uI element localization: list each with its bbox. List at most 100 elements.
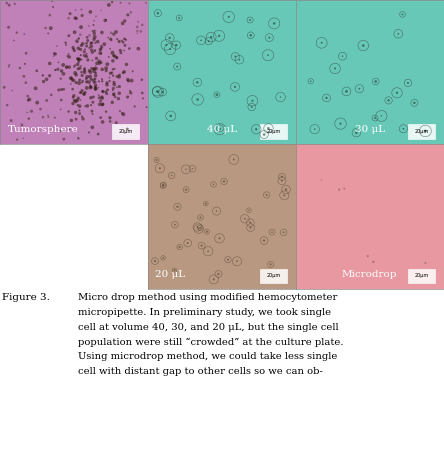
Point xyxy=(174,63,181,70)
Point xyxy=(43,97,50,104)
Point xyxy=(122,36,129,43)
Point xyxy=(126,0,133,7)
Point xyxy=(139,21,146,29)
Point xyxy=(49,3,56,11)
Point xyxy=(87,101,95,109)
Point xyxy=(116,71,123,79)
Point xyxy=(103,90,110,97)
Point xyxy=(76,103,83,110)
Point xyxy=(33,67,40,74)
Point xyxy=(265,125,272,132)
Point xyxy=(119,69,127,76)
Point xyxy=(95,91,103,99)
Point xyxy=(81,48,88,55)
Point xyxy=(77,96,84,103)
Point xyxy=(231,83,238,91)
Point xyxy=(99,88,107,95)
Point xyxy=(336,186,343,193)
Point xyxy=(213,91,220,98)
Point xyxy=(67,10,74,18)
Point xyxy=(174,203,181,210)
Point xyxy=(194,223,201,231)
Point xyxy=(307,78,314,85)
Point xyxy=(217,125,224,132)
Text: 20μm: 20μm xyxy=(266,273,281,278)
Point xyxy=(96,94,103,102)
Point xyxy=(95,78,103,85)
Point xyxy=(370,258,377,266)
Point xyxy=(105,1,112,9)
Point xyxy=(111,79,118,86)
Point xyxy=(129,67,136,75)
Point xyxy=(393,89,400,97)
Point xyxy=(72,6,79,14)
Point xyxy=(6,1,13,9)
Point xyxy=(78,6,85,13)
Text: 20 μL: 20 μL xyxy=(155,270,185,279)
Point xyxy=(108,69,115,76)
Point xyxy=(364,252,371,260)
Point xyxy=(91,79,98,86)
Point xyxy=(84,37,91,44)
Point xyxy=(271,20,278,27)
Point xyxy=(127,87,134,95)
Point xyxy=(79,72,86,79)
Point xyxy=(81,67,88,74)
Point xyxy=(18,121,25,128)
Point xyxy=(123,61,130,68)
Point xyxy=(65,14,72,22)
Point xyxy=(97,49,104,57)
FancyBboxPatch shape xyxy=(260,268,287,283)
Point xyxy=(59,61,67,69)
Point xyxy=(71,77,78,84)
Point xyxy=(173,42,180,49)
Point xyxy=(65,108,72,115)
Point xyxy=(77,51,84,59)
Point xyxy=(99,29,106,36)
Point xyxy=(171,267,178,274)
Point xyxy=(57,75,64,82)
Point xyxy=(91,75,99,83)
Point xyxy=(75,58,82,66)
Point xyxy=(247,224,254,231)
Point xyxy=(92,85,99,92)
Point xyxy=(97,46,104,53)
Point xyxy=(75,35,82,42)
Point xyxy=(198,242,205,249)
Point xyxy=(63,41,70,49)
Point xyxy=(91,65,98,73)
Point xyxy=(221,178,228,185)
Point xyxy=(395,30,402,37)
Point xyxy=(115,38,123,45)
Point xyxy=(75,134,82,142)
Point xyxy=(87,83,94,90)
Point xyxy=(69,100,76,107)
Point xyxy=(24,92,31,100)
Text: Micro drop method using modified hemocytometer
micropipette. In preliminary stud: Micro drop method using modified hemocyt… xyxy=(78,293,343,376)
Point xyxy=(78,62,85,70)
Point xyxy=(62,39,69,46)
Point xyxy=(99,88,106,95)
Point xyxy=(47,24,54,32)
Point xyxy=(230,156,238,163)
Point xyxy=(98,43,105,51)
Point xyxy=(25,115,32,122)
Point xyxy=(168,172,175,179)
Point xyxy=(120,47,127,54)
Point xyxy=(119,37,126,44)
Point xyxy=(121,35,128,43)
Point xyxy=(68,75,75,83)
Point xyxy=(171,221,178,228)
Point xyxy=(163,41,170,49)
Point xyxy=(107,36,114,43)
Point xyxy=(121,17,128,24)
Point xyxy=(110,85,117,92)
Point xyxy=(63,63,70,71)
Point xyxy=(58,86,65,93)
Point xyxy=(55,59,62,66)
Point xyxy=(119,109,126,117)
Point xyxy=(323,94,330,102)
Point xyxy=(337,120,344,128)
Text: Figure 3.: Figure 3. xyxy=(2,293,50,302)
Point xyxy=(92,65,99,73)
